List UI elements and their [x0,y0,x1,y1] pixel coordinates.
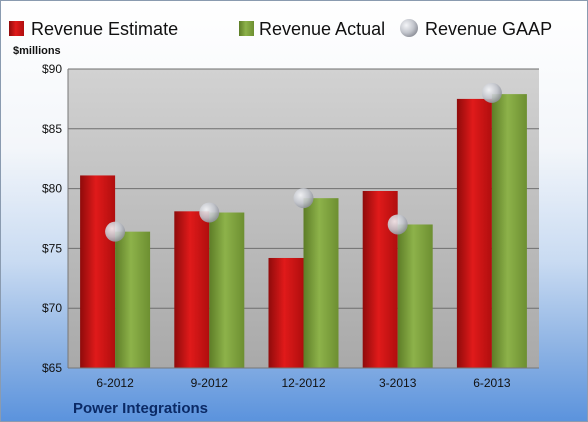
company-name: Power Integrations [73,400,208,417]
marker-revenue-gaap [293,188,314,209]
x-tick-label: 6-2013 [473,376,511,390]
legend-swatch-estimate [9,21,24,36]
marker-revenue-gaap [105,221,126,242]
x-tick-label: 12-2012 [281,376,325,390]
bar-revenue-estimate [268,257,304,368]
legend-swatch-actual [239,21,254,36]
y-tick-label: $85 [42,122,62,136]
legend-marker-gaap [400,19,418,37]
legend-item-gaap: Revenue GAAP [400,19,552,39]
x-tick-label: 9-2012 [191,376,229,390]
bar-revenue-actual [303,198,339,368]
y-tick-label: $80 [42,182,62,196]
bar-revenue-actual [209,212,245,368]
legend-label-actual: Revenue Actual [259,19,385,39]
y-axis-label: $millions [13,45,61,57]
legend-item-actual: Revenue Actual [239,19,385,39]
legend: Revenue Estimate Revenue Actual Revenue … [9,19,552,39]
x-tick-labels: 6-2012 9-2012 12-2012 3-2013 6-2013 [96,376,510,390]
bar-revenue-actual [115,231,151,368]
bar-revenue-actual [397,224,433,368]
y-tick-labels: $65 $70 $75 $80 $85 $90 [42,62,62,375]
marker-revenue-gaap [387,214,408,235]
y-tick-label: $90 [42,62,62,76]
y-tick-label: $75 [42,241,62,255]
y-tick-label: $70 [42,301,62,315]
legend-label-gaap: Revenue GAAP [425,19,552,39]
y-tick-label: $65 [42,361,62,375]
bar-revenue-estimate [80,175,116,368]
marker-revenue-gaap [199,202,220,223]
legend-label-estimate: Revenue Estimate [31,19,178,39]
legend-item-estimate: Revenue Estimate [9,19,178,39]
bar-revenue-estimate [456,98,492,369]
marker-revenue-gaap [481,82,502,103]
x-tick-label: 6-2012 [96,376,134,390]
bars [80,94,527,369]
x-tick-label: 3-2013 [379,376,417,390]
bar-revenue-estimate [174,211,210,368]
bar-revenue-actual [491,94,527,368]
gaap-markers [105,82,502,242]
